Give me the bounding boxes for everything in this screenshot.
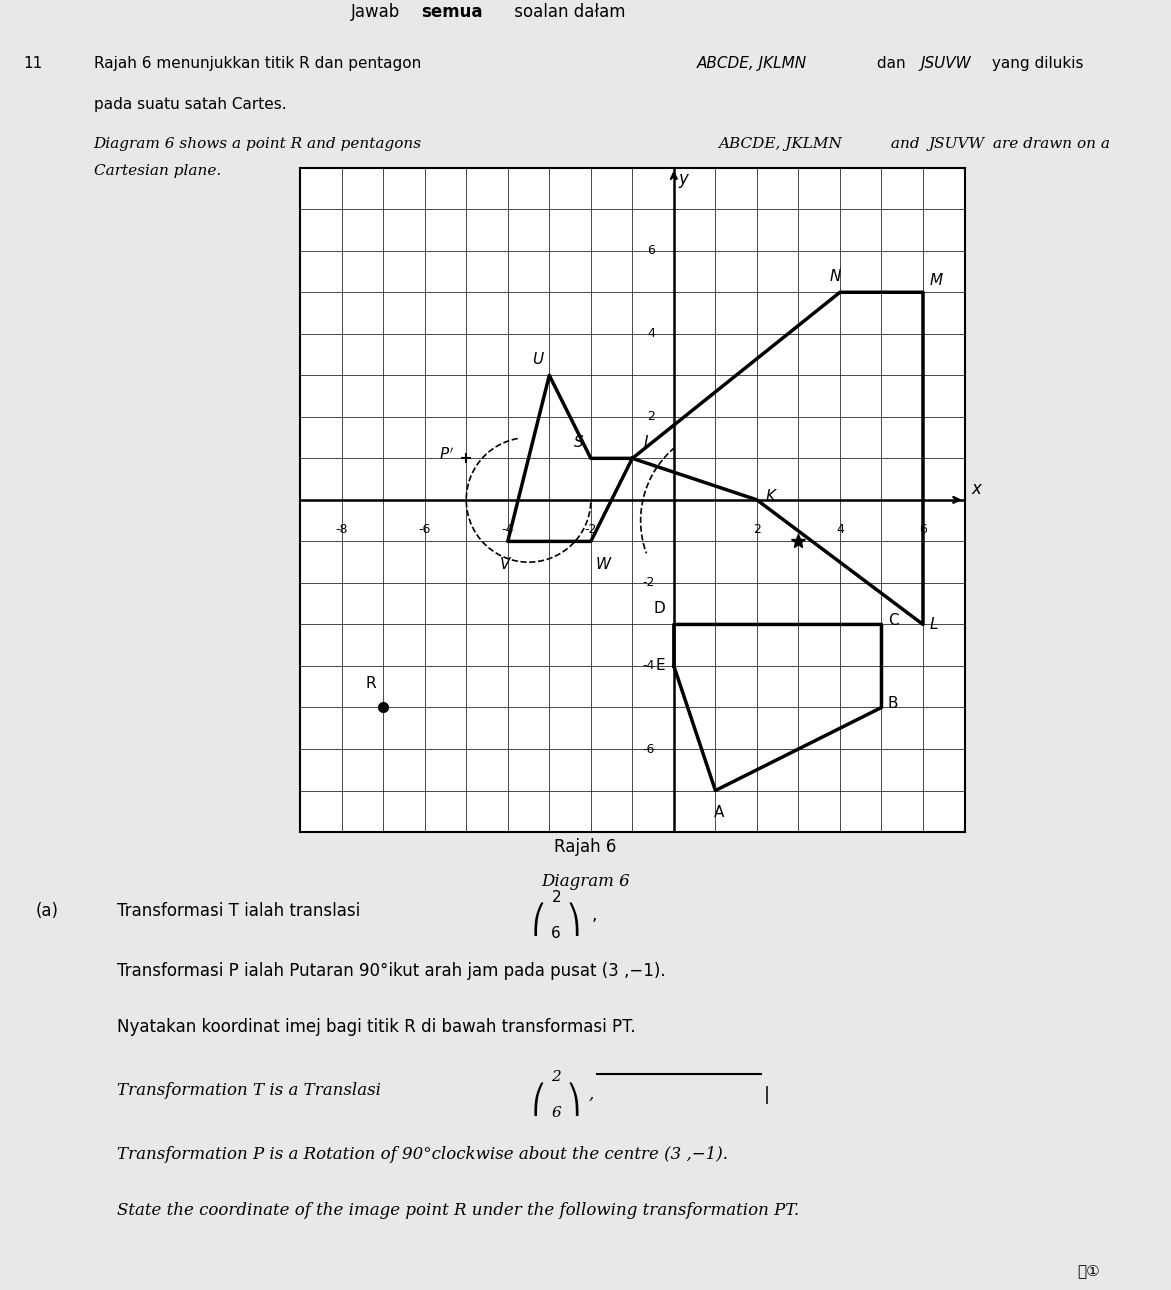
Text: $M$: $M$ (930, 272, 944, 288)
Text: -4: -4 (643, 659, 656, 672)
Text: ,: , (591, 906, 597, 924)
Text: |: | (763, 1086, 769, 1104)
Text: 6: 6 (552, 926, 561, 942)
Text: R: R (365, 676, 376, 691)
Text: ,: , (589, 1086, 594, 1103)
Text: -2: -2 (584, 522, 597, 535)
Text: ⎞: ⎞ (567, 902, 581, 935)
Text: JSUVW: JSUVW (920, 57, 971, 71)
Text: Transformation T is a Translasi: Transformation T is a Translasi (117, 1082, 386, 1099)
Text: 4: 4 (836, 522, 844, 535)
Text: $x$: $x$ (971, 480, 984, 498)
Text: 11: 11 (23, 57, 42, 71)
Text: -6: -6 (643, 743, 656, 756)
Text: JSUVW: JSUVW (929, 137, 985, 151)
Text: soalan dałam: soalan dałam (509, 3, 625, 21)
Text: ABCDE, JKLMN: ABCDE, JKLMN (697, 57, 807, 71)
Text: B: B (888, 695, 898, 711)
Text: 6: 6 (919, 522, 927, 535)
Text: are drawn on a: are drawn on a (988, 137, 1110, 151)
Text: dan: dan (872, 57, 911, 71)
Text: $P'$: $P'$ (439, 446, 454, 463)
Text: ABCDE, JKLMN: ABCDE, JKLMN (718, 137, 842, 151)
Text: and: and (886, 137, 925, 151)
Text: pada suatu satah Cartes.: pada suatu satah Cartes. (94, 97, 286, 112)
Text: -2: -2 (643, 577, 656, 590)
Text: yang dilukis: yang dilukis (987, 57, 1083, 71)
Text: 6: 6 (648, 244, 656, 257)
Text: $S$: $S$ (574, 433, 584, 450)
Text: 2: 2 (552, 1071, 561, 1084)
Text: Transformasi P ialah Putaran 90°ikut arah jam pada pusat (3 ,−1).: Transformasi P ialah Putaran 90°ikut ara… (117, 962, 666, 980)
Text: -8: -8 (335, 522, 348, 535)
Text: Diagram 6: Diagram 6 (541, 872, 630, 890)
Text: $y$: $y$ (678, 172, 691, 190)
Text: State the coordinate of the image point R under the following transformation PT.: State the coordinate of the image point … (117, 1202, 800, 1219)
Text: $J$: $J$ (641, 433, 649, 452)
Text: ⎛: ⎛ (532, 902, 546, 935)
Text: 2: 2 (753, 522, 761, 535)
Text: D: D (653, 601, 665, 617)
Text: -6: -6 (418, 522, 431, 535)
Text: ⎛: ⎛ (532, 1082, 546, 1116)
Text: -4: -4 (501, 522, 514, 535)
Text: Jawab: Jawab (351, 3, 406, 21)
Text: $U$: $U$ (533, 351, 546, 366)
Text: Rajah 6: Rajah 6 (554, 838, 617, 855)
Text: $W$: $W$ (595, 556, 612, 571)
Text: Rajah 6 menunjukkan titik R dan pentagon: Rajah 6 menunjukkan titik R dan pentagon (94, 57, 426, 71)
Text: $K$: $K$ (765, 488, 779, 503)
Text: Cartesian plane.: Cartesian plane. (94, 164, 221, 178)
Text: Transformasi T ialah translasi: Transformasi T ialah translasi (117, 902, 365, 920)
Text: ⎞: ⎞ (567, 1082, 581, 1116)
Text: 2: 2 (552, 890, 561, 906)
Text: Nyatakan koordinat imej bagi titik R di bawah transformasi PT.: Nyatakan koordinat imej bagi titik R di … (117, 1018, 636, 1036)
Text: Ⓐ①: Ⓐ① (1077, 1263, 1101, 1278)
Text: 4: 4 (648, 328, 656, 341)
Text: (a): (a) (35, 902, 59, 920)
Text: Diagram 6 shows a point R and pentagons: Diagram 6 shows a point R and pentagons (94, 137, 426, 151)
Text: $V$: $V$ (499, 556, 513, 571)
Text: 6: 6 (552, 1106, 561, 1120)
Text: 2: 2 (648, 410, 656, 423)
Text: C: C (888, 613, 898, 628)
Text: E: E (656, 658, 665, 673)
Text: A: A (714, 805, 725, 820)
Text: $N$: $N$ (829, 268, 842, 284)
Text: semua: semua (422, 3, 484, 21)
Text: Transformation P is a Rotation of 90°clockwise about the centre (3 ,−1).: Transformation P is a Rotation of 90°clo… (117, 1146, 728, 1164)
Text: $L$: $L$ (930, 617, 939, 632)
